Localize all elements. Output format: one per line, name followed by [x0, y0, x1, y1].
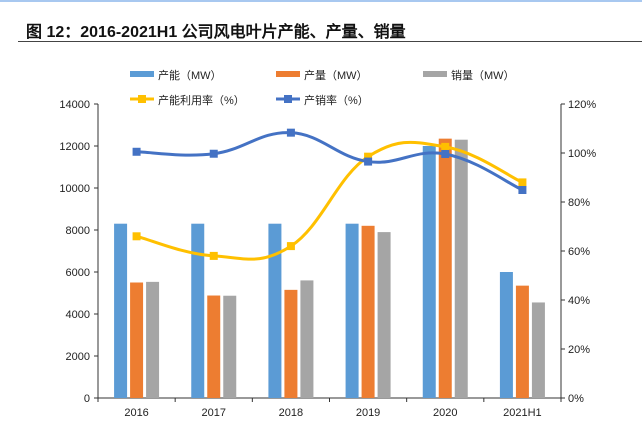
right-tick-label: 120%: [568, 99, 596, 111]
right-tick-label: 60%: [568, 246, 590, 258]
x-tick-label: 2020: [433, 407, 457, 419]
legend-marker-0: [138, 95, 146, 103]
line-point-0-2021H1: [518, 178, 527, 187]
line-point-0-2019: [364, 152, 373, 161]
legend-label-line-1: 产销率（%）: [304, 93, 369, 107]
legend-label-2: 销量（MW）: [451, 68, 515, 82]
legend-swatch-1: [276, 71, 300, 77]
bar-2016-1: [130, 282, 144, 398]
line-point-1-2021H1: [518, 185, 527, 194]
bar-2016-2: [146, 281, 160, 398]
line-point-1-2017: [209, 149, 218, 158]
left-tick-label: 12000: [59, 141, 90, 153]
bar-2020-0: [422, 146, 436, 398]
line-point-0-2020: [441, 142, 450, 151]
left-tick-label: 2000: [66, 351, 90, 363]
top-border: [0, 0, 642, 2]
legend-swatch-2: [423, 71, 447, 77]
line-point-1-2019: [364, 157, 373, 166]
legend-label-line-0: 产能利用率（%）: [158, 93, 245, 107]
bar-2019-2: [377, 232, 391, 398]
line-point-0-2018: [286, 242, 295, 251]
left-tick-label: 0: [84, 393, 90, 405]
line-point-1-2018: [286, 128, 295, 137]
right-tick-label: 40%: [568, 295, 590, 307]
bar-2021H1-0: [499, 272, 513, 398]
line-point-0-2017: [209, 251, 218, 260]
legend-marker-1: [284, 95, 292, 103]
line-point-1-2020: [441, 149, 450, 158]
legend-swatch-0: [130, 71, 154, 77]
legend-label-0: 产能（MW）: [158, 68, 222, 82]
bar-2017-0: [191, 223, 205, 398]
bar-2018-0: [268, 223, 282, 398]
legend-label-1: 产量（MW）: [304, 68, 368, 82]
bar-2021H1-2: [531, 302, 545, 398]
line-point-1-2016: [132, 147, 141, 156]
bar-2019-0: [345, 223, 359, 398]
left-tick-label: 14000: [59, 99, 90, 111]
right-tick-label: 0%: [568, 393, 584, 405]
line-point-0-2016: [132, 232, 141, 241]
right-tick-label: 80%: [568, 197, 590, 209]
x-tick-label: 2018: [279, 407, 303, 419]
x-tick-label: 2017: [202, 407, 226, 419]
right-tick-label: 20%: [568, 344, 590, 356]
left-tick-label: 10000: [59, 183, 90, 195]
bar-2017-2: [223, 295, 237, 398]
bar-2020-1: [438, 138, 452, 398]
bar-2018-1: [284, 289, 298, 398]
left-tick-label: 8000: [66, 225, 90, 237]
right-tick-label: 100%: [568, 148, 596, 160]
bar-2018-2: [300, 280, 314, 398]
bar-2016-0: [114, 223, 128, 398]
chart-title: 图 12：2016-2021H1 公司风电叶片产能、产量、销量: [26, 24, 406, 41]
title-rule: [18, 41, 642, 42]
bar-2019-1: [361, 225, 375, 398]
x-tick-label: 2021H1: [503, 407, 542, 419]
bar-2021H1-1: [515, 285, 529, 398]
x-tick-label: 2019: [356, 407, 380, 419]
bar-2017-1: [207, 295, 221, 398]
x-tick-label: 2016: [124, 407, 148, 419]
left-tick-label: 6000: [66, 267, 90, 279]
left-tick-label: 4000: [66, 309, 90, 321]
bar-2020-2: [454, 139, 468, 398]
